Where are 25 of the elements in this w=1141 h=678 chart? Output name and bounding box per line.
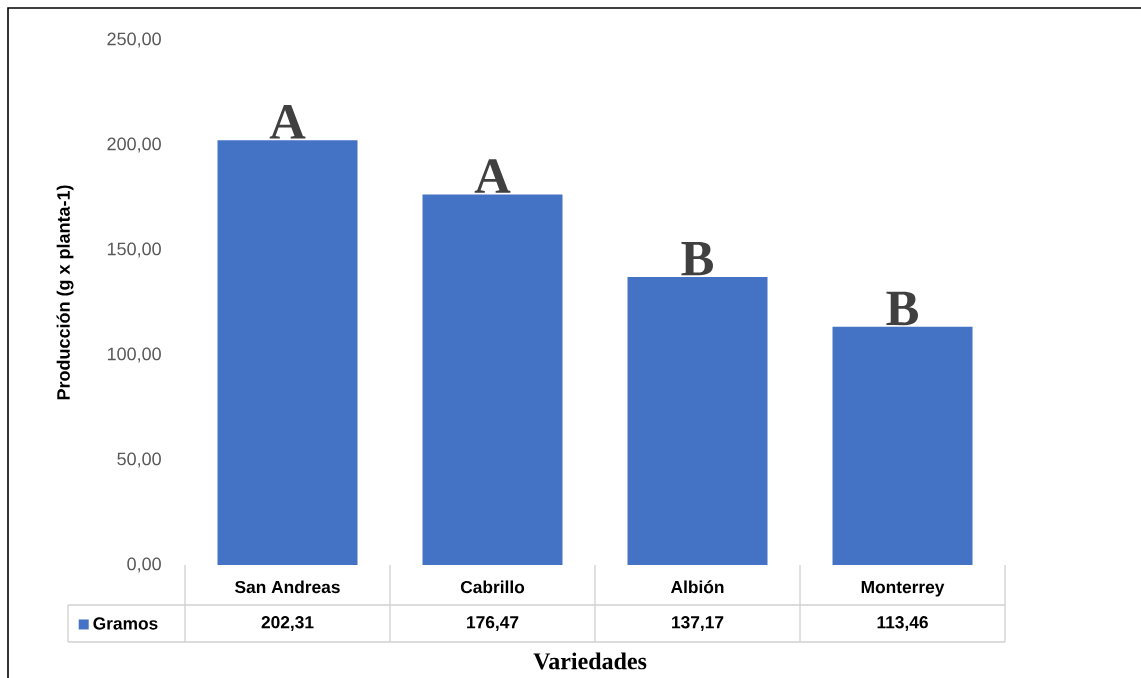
legend-label: Gramos <box>93 617 158 630</box>
y-tick-label: 150,00 <box>107 242 161 258</box>
y-tick-label: 100,00 <box>107 347 161 363</box>
bar <box>422 194 563 565</box>
y-tick-label: 200,00 <box>107 137 161 153</box>
x-tick-label: Cabrillo <box>460 580 525 594</box>
y-axis-title: Producción (g x planta-1) <box>56 185 74 400</box>
x-tick-label: Monterrey <box>861 581 945 597</box>
data-label: 176,47 <box>467 616 519 631</box>
data-label: 202,31 <box>261 616 314 631</box>
bar <box>217 140 358 565</box>
bar <box>627 276 768 565</box>
bar <box>832 326 973 565</box>
y-tick-label: 250,00 <box>107 32 161 48</box>
y-tick-label: 0,00 <box>127 557 161 573</box>
annotation: B <box>886 291 918 326</box>
x-tick-label: San Andreas <box>235 580 340 594</box>
data-label: 137,17 <box>672 616 724 631</box>
annotation: A <box>269 105 306 139</box>
data-label: 113,46 <box>877 616 928 631</box>
x-tick-label: Albión <box>670 580 724 594</box>
annotation: A <box>474 159 511 193</box>
y-tick-label: 50,00 <box>117 452 161 468</box>
x-axis-title: Variedades <box>533 652 647 670</box>
annotation: B <box>681 242 713 276</box>
